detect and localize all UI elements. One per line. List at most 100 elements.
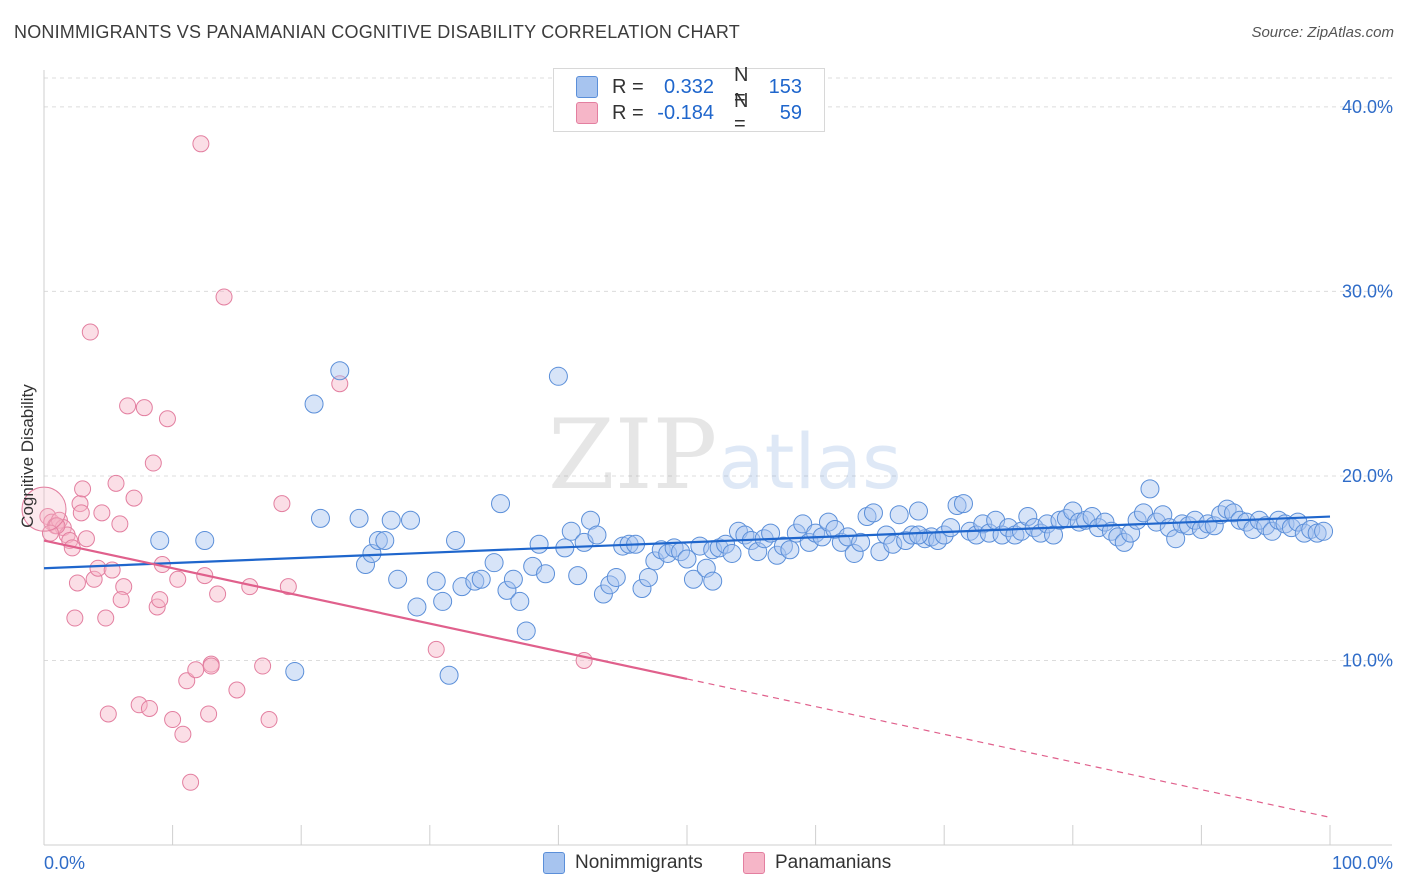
panamanian-point xyxy=(209,585,227,603)
panamanian-point xyxy=(182,773,200,791)
nonimmigrant-point xyxy=(780,540,800,560)
panamanians-trend-extension xyxy=(686,678,1331,818)
nonimmigrant-point xyxy=(1108,527,1128,547)
panamanian-point xyxy=(200,705,218,723)
nonimmigrant-point xyxy=(761,523,781,543)
grid-lines xyxy=(44,77,1392,661)
nonimmigrant-point xyxy=(503,569,523,589)
legend-r-label: R = xyxy=(612,75,644,98)
panamanian-point xyxy=(85,570,103,588)
chart-title: NONIMMIGRANTS VS PANAMANIAN COGNITIVE DI… xyxy=(14,22,740,42)
panamanian-point xyxy=(68,574,86,592)
nonimmigrant-point xyxy=(388,569,408,589)
panamanian-point xyxy=(279,578,297,596)
legend-n-value: 59 xyxy=(779,101,802,124)
legend-r-label: R = xyxy=(612,101,644,124)
nonimmigrant-point xyxy=(889,505,909,525)
legend-r-value: -0.184 xyxy=(657,101,714,124)
nonimmigrant-point xyxy=(1191,519,1211,539)
nonimmigrant-point xyxy=(999,518,1018,538)
nonimmigrant-point xyxy=(1134,503,1154,523)
legend-n-value: 153 xyxy=(768,75,802,98)
nonimmigrant-point xyxy=(973,514,993,534)
trend-lines xyxy=(43,515,1331,818)
nonimmigrant-point xyxy=(632,579,652,599)
panamanian-point xyxy=(125,489,143,507)
nonimmigrant-point xyxy=(433,591,453,611)
legend-swatch-pink xyxy=(576,102,598,124)
nonimmigrant-point xyxy=(1224,503,1244,523)
legend-label-panamanians: Panamanians xyxy=(775,852,892,873)
panamanian-point xyxy=(164,711,182,729)
nonimmigrant-point xyxy=(548,366,568,386)
y-axis-label: Cognitive Disability xyxy=(18,384,37,528)
panamanian-point xyxy=(158,410,176,428)
legend-row-nonimmigrants: R = 0.332 N = 153 xyxy=(576,64,802,109)
nonimmigrant-point xyxy=(401,510,421,530)
panamanian-point xyxy=(202,657,220,675)
watermark-atlas: atlas xyxy=(718,417,902,506)
nonimmigrant-point xyxy=(1101,521,1121,541)
panamanian-point xyxy=(99,705,117,723)
nonimmigrant-point xyxy=(150,531,170,551)
nonimmigrant-point xyxy=(446,531,466,551)
nonimmigrant-point xyxy=(793,514,813,534)
panamanian-point xyxy=(228,681,246,699)
panamanian-point xyxy=(89,559,107,577)
legend-item-nonimmigrants: Nonimmigrants xyxy=(543,852,703,874)
nonimmigrant-point xyxy=(908,501,928,521)
legend-r-value: 0.332 xyxy=(663,75,714,98)
nonimmigrant-point xyxy=(1114,532,1134,552)
axes xyxy=(43,70,1392,846)
nonimmigrant-point xyxy=(1063,501,1083,521)
panamanian-point xyxy=(427,640,445,658)
nonimmigrant-point xyxy=(452,577,472,597)
nonimmigrant-point xyxy=(863,503,883,523)
nonimmigrant-point xyxy=(857,507,877,527)
nonimmigrant-point xyxy=(606,567,626,587)
series-legend: Nonimmigrants Panamanians xyxy=(0,852,1406,878)
nonimmigrant-point xyxy=(561,521,581,541)
panamanian-point xyxy=(115,578,133,596)
nonimmigrant-point xyxy=(471,569,491,589)
nonimmigrant-point xyxy=(934,525,954,545)
panamanian-point xyxy=(130,696,148,714)
nonimmigrant-point xyxy=(818,512,838,532)
nonimmigrant-point xyxy=(484,553,504,573)
panamanian-point xyxy=(144,454,162,472)
panamanians-trend-line xyxy=(43,539,688,681)
panamanian-point xyxy=(140,699,158,717)
nonimmigrant-point xyxy=(941,518,961,538)
watermark: ZIP atlas xyxy=(548,399,902,511)
nonimmigrant-point xyxy=(381,510,401,530)
nonimmigrant-point xyxy=(883,534,903,554)
panamanian-point xyxy=(66,609,84,627)
nonimmigrant-point xyxy=(568,566,588,586)
nonimmigrant-point xyxy=(851,532,871,552)
nonimmigrant-point xyxy=(902,525,922,545)
panamanian-point xyxy=(151,591,169,609)
panamanian-point xyxy=(97,609,115,627)
nonimmigrant-point xyxy=(510,591,530,611)
nonimmigrant-point xyxy=(767,545,787,565)
panamanian-point xyxy=(215,288,233,306)
legend-n-label: N = xyxy=(734,64,749,109)
nonimmigrant-point xyxy=(426,571,446,591)
nonimmigrant-point xyxy=(722,543,742,563)
nonimmigrant-point xyxy=(1018,507,1038,527)
nonimmigrants-trend-line xyxy=(43,515,1331,570)
y-tick-label: 40.0% xyxy=(1342,97,1393,117)
nonimmigrant-point xyxy=(310,508,330,528)
x-tick-label-left: 0.0% xyxy=(44,853,85,873)
panamanian-point xyxy=(112,591,130,609)
legend-swatch-pink xyxy=(743,852,765,874)
nonimmigrant-point xyxy=(529,534,549,554)
nonimmigrant-point xyxy=(896,531,916,551)
panamanian-point xyxy=(74,480,92,498)
nonimmigrant-point xyxy=(844,543,864,563)
nonimmigrant-point xyxy=(330,361,350,381)
panamanian-point xyxy=(254,657,272,675)
panamanian-point xyxy=(72,504,90,522)
nonimmigrant-point xyxy=(1140,479,1160,499)
